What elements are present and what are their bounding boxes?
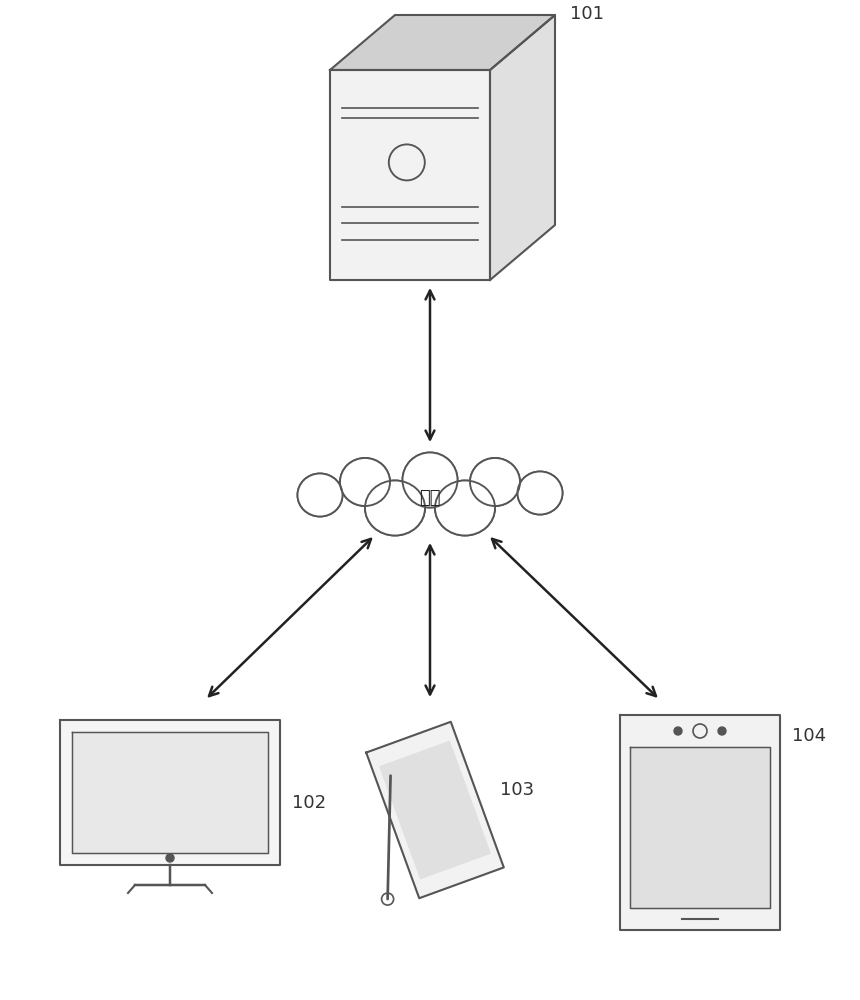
Polygon shape [60,720,280,865]
Polygon shape [72,732,268,853]
Ellipse shape [470,458,520,506]
Ellipse shape [310,452,550,538]
Ellipse shape [402,452,458,508]
Ellipse shape [298,474,342,516]
Polygon shape [380,741,490,879]
Ellipse shape [470,458,520,506]
Text: 104: 104 [792,727,826,745]
Ellipse shape [340,458,390,506]
Circle shape [166,854,174,862]
Text: 103: 103 [500,781,534,799]
Ellipse shape [518,472,562,514]
Ellipse shape [435,481,495,536]
Text: 网络: 网络 [420,489,440,507]
Polygon shape [330,70,490,280]
Ellipse shape [298,474,342,516]
Polygon shape [366,722,504,898]
Ellipse shape [402,452,458,508]
Ellipse shape [365,481,425,536]
Ellipse shape [340,458,390,506]
Ellipse shape [435,481,495,536]
Ellipse shape [470,458,520,506]
Ellipse shape [518,472,562,514]
Polygon shape [630,747,770,908]
Ellipse shape [340,458,390,506]
Ellipse shape [402,452,458,508]
Ellipse shape [365,481,425,536]
Text: 101: 101 [570,5,604,23]
Polygon shape [620,715,780,930]
Polygon shape [490,15,555,280]
Ellipse shape [435,481,495,536]
Ellipse shape [365,481,425,536]
Circle shape [718,727,726,735]
Polygon shape [330,15,555,70]
Ellipse shape [518,472,562,514]
Circle shape [674,727,682,735]
Text: 102: 102 [292,794,326,812]
Ellipse shape [298,474,342,516]
